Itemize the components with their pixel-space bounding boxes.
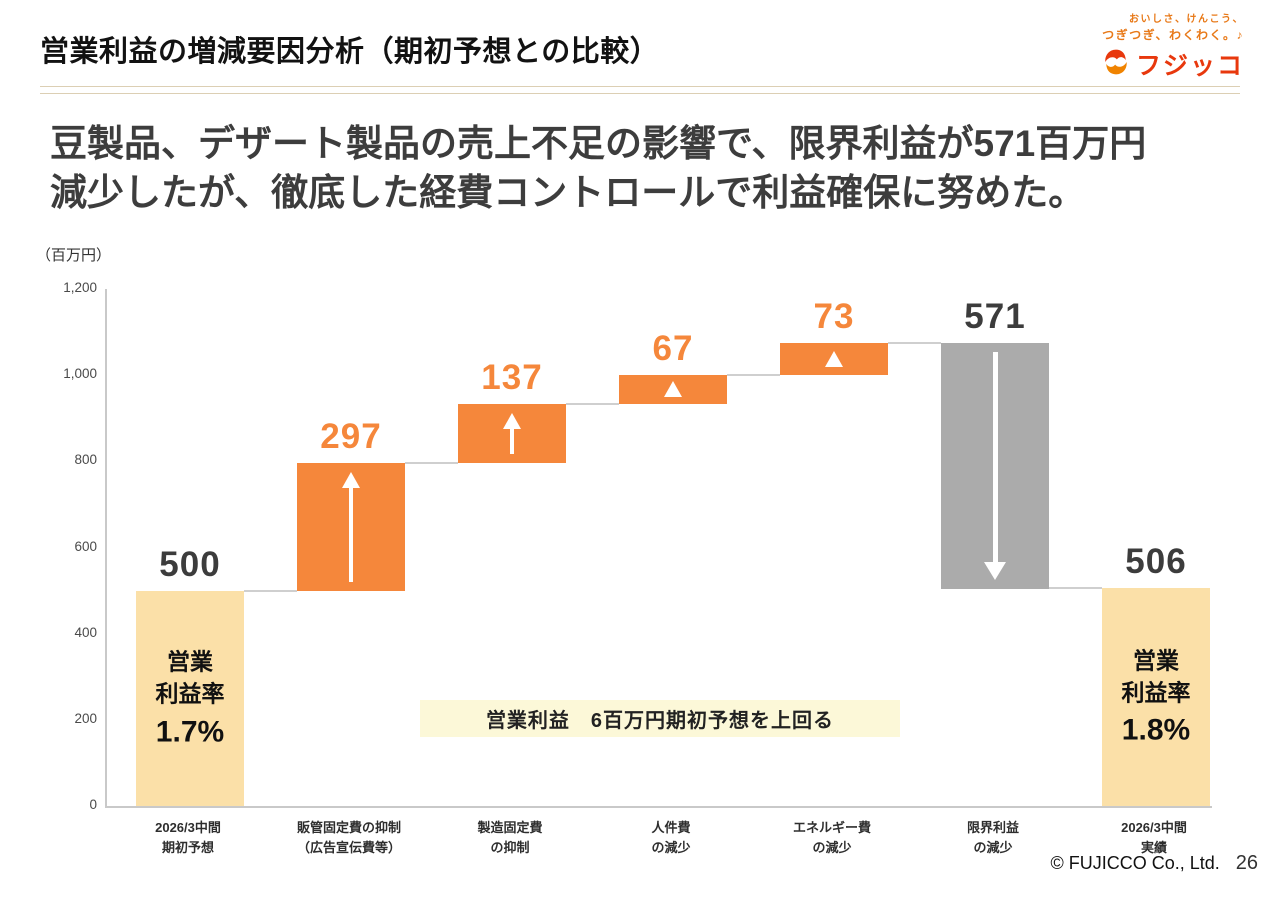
bar-value-label: 571	[964, 297, 1026, 337]
x-axis-category-label: 販管固定費の抑制 （広告宣伝費等）	[296, 820, 401, 855]
connector-line	[888, 342, 941, 345]
operating-margin-line: 営業	[167, 648, 213, 675]
plot-area: 営業利益率 1.7% 500 297 137 67 73 571 営業利益率 1.8% 506	[105, 289, 1212, 808]
waterfall-bar-6	[941, 343, 1049, 590]
x-axis-category-label: 人件費 の減少	[651, 820, 691, 855]
operating-margin-label: 営業利益率 1.7%	[136, 646, 244, 751]
arrow-head	[503, 412, 521, 429]
y-axis-tick-label: 600	[74, 538, 97, 554]
connector-line	[1049, 586, 1102, 589]
page-number: 26	[1235, 852, 1258, 874]
slide-footer: © FUJICCO Co., Ltd. 26	[1050, 852, 1258, 875]
down-arrow-icon	[941, 343, 1049, 589]
operating-margin-line: 利益率	[155, 680, 225, 707]
brand-row: フジッコ	[1101, 46, 1244, 82]
bar-value-label: 67	[652, 328, 694, 368]
y-axis-tick-label: 0	[89, 797, 97, 812]
y-axis-tick-label: 800	[74, 452, 97, 468]
waterfall-bar-5	[780, 343, 888, 375]
y-axis-tick-label: 1,000	[63, 366, 97, 382]
connector-line	[566, 402, 619, 405]
operating-margin-line: 1.7%	[155, 714, 225, 748]
waterfall-bar-7: 営業利益率 1.8%	[1102, 587, 1210, 806]
bar-value-label: 297	[320, 416, 382, 456]
copyright: © FUJICCO Co., Ltd.	[1050, 853, 1220, 873]
operating-margin-line: 営業	[1133, 647, 1179, 674]
summary-line-2: 減少したが、徹底した経費コントロールで利益確保に努めた。	[50, 171, 1086, 213]
arrow-stem	[349, 487, 353, 582]
up-arrow-icon	[780, 343, 888, 374]
arrow-head	[342, 471, 360, 488]
connector-line	[405, 461, 458, 464]
connector-line	[727, 373, 780, 376]
annotation-box: 営業利益 6百万円期初予想を上回る	[420, 700, 900, 737]
summary-line-1: 豆製品、デザート製品の売上不足の影響で、限界利益が571百万円	[50, 123, 1147, 164]
y-axis-tick-label: 400	[74, 624, 97, 640]
operating-margin-line: 利益率	[1121, 679, 1191, 706]
arrow-stem	[510, 428, 514, 454]
arrow-head	[984, 562, 1006, 581]
brand-name: フジッコ	[1135, 52, 1244, 80]
arrow-head	[664, 381, 682, 398]
x-axis-category-label: 製造固定費 の抑制	[477, 820, 543, 855]
operating-margin-line: 1.8%	[1121, 713, 1191, 747]
bar-value-label: 137	[481, 357, 543, 397]
page-title: 営業利益の増減要因分析（期初予想との比較）	[40, 36, 660, 68]
arrow-head	[825, 351, 843, 367]
up-arrow-icon	[619, 375, 727, 404]
x-axis-category-label: 限界利益 の減少	[966, 820, 1019, 855]
axis-unit-label: （百万円）	[36, 247, 112, 264]
title-divider	[40, 86, 1240, 94]
fujicco-logo-icon	[1101, 47, 1131, 82]
arrow-stem	[992, 352, 998, 563]
logo-tagline-2: つぎつぎ、わくわく。♪	[1102, 28, 1244, 42]
bar-value-label: 500	[159, 544, 221, 584]
summary-text: 豆製品、デザート製品の売上不足の影響で、限界利益が571百万円 減少したが、徹底…	[50, 120, 1146, 218]
waterfall-bar-3	[458, 403, 566, 463]
up-arrow-icon	[297, 463, 405, 591]
y-axis-tick-label: 200	[74, 710, 97, 726]
x-axis-category-label: 2026/3中間 実績	[1121, 820, 1187, 855]
bar-value-label: 73	[813, 297, 855, 337]
bar-value-label: 506	[1125, 541, 1187, 581]
waterfall-bar-1: 営業利益率 1.7%	[136, 590, 244, 806]
logo-tagline-1: おいしさ、けんこう、	[1129, 14, 1244, 25]
operating-margin-label: 営業利益率 1.8%	[1102, 644, 1210, 749]
y-axis-tick-label: 1,200	[63, 280, 97, 295]
fujicco-logo: おいしさ、けんこう、 つぎつぎ、わくわく。♪ フジッコ	[1101, 10, 1244, 82]
up-arrow-icon	[458, 404, 566, 463]
x-axis-category-label: エネルギー費 の減少	[792, 820, 871, 855]
waterfall-bar-4	[619, 374, 727, 404]
waterfall-bar-2	[297, 462, 405, 591]
x-axis-category-label: 2026/3中間 期初予想	[155, 820, 221, 855]
connector-line	[244, 589, 297, 592]
